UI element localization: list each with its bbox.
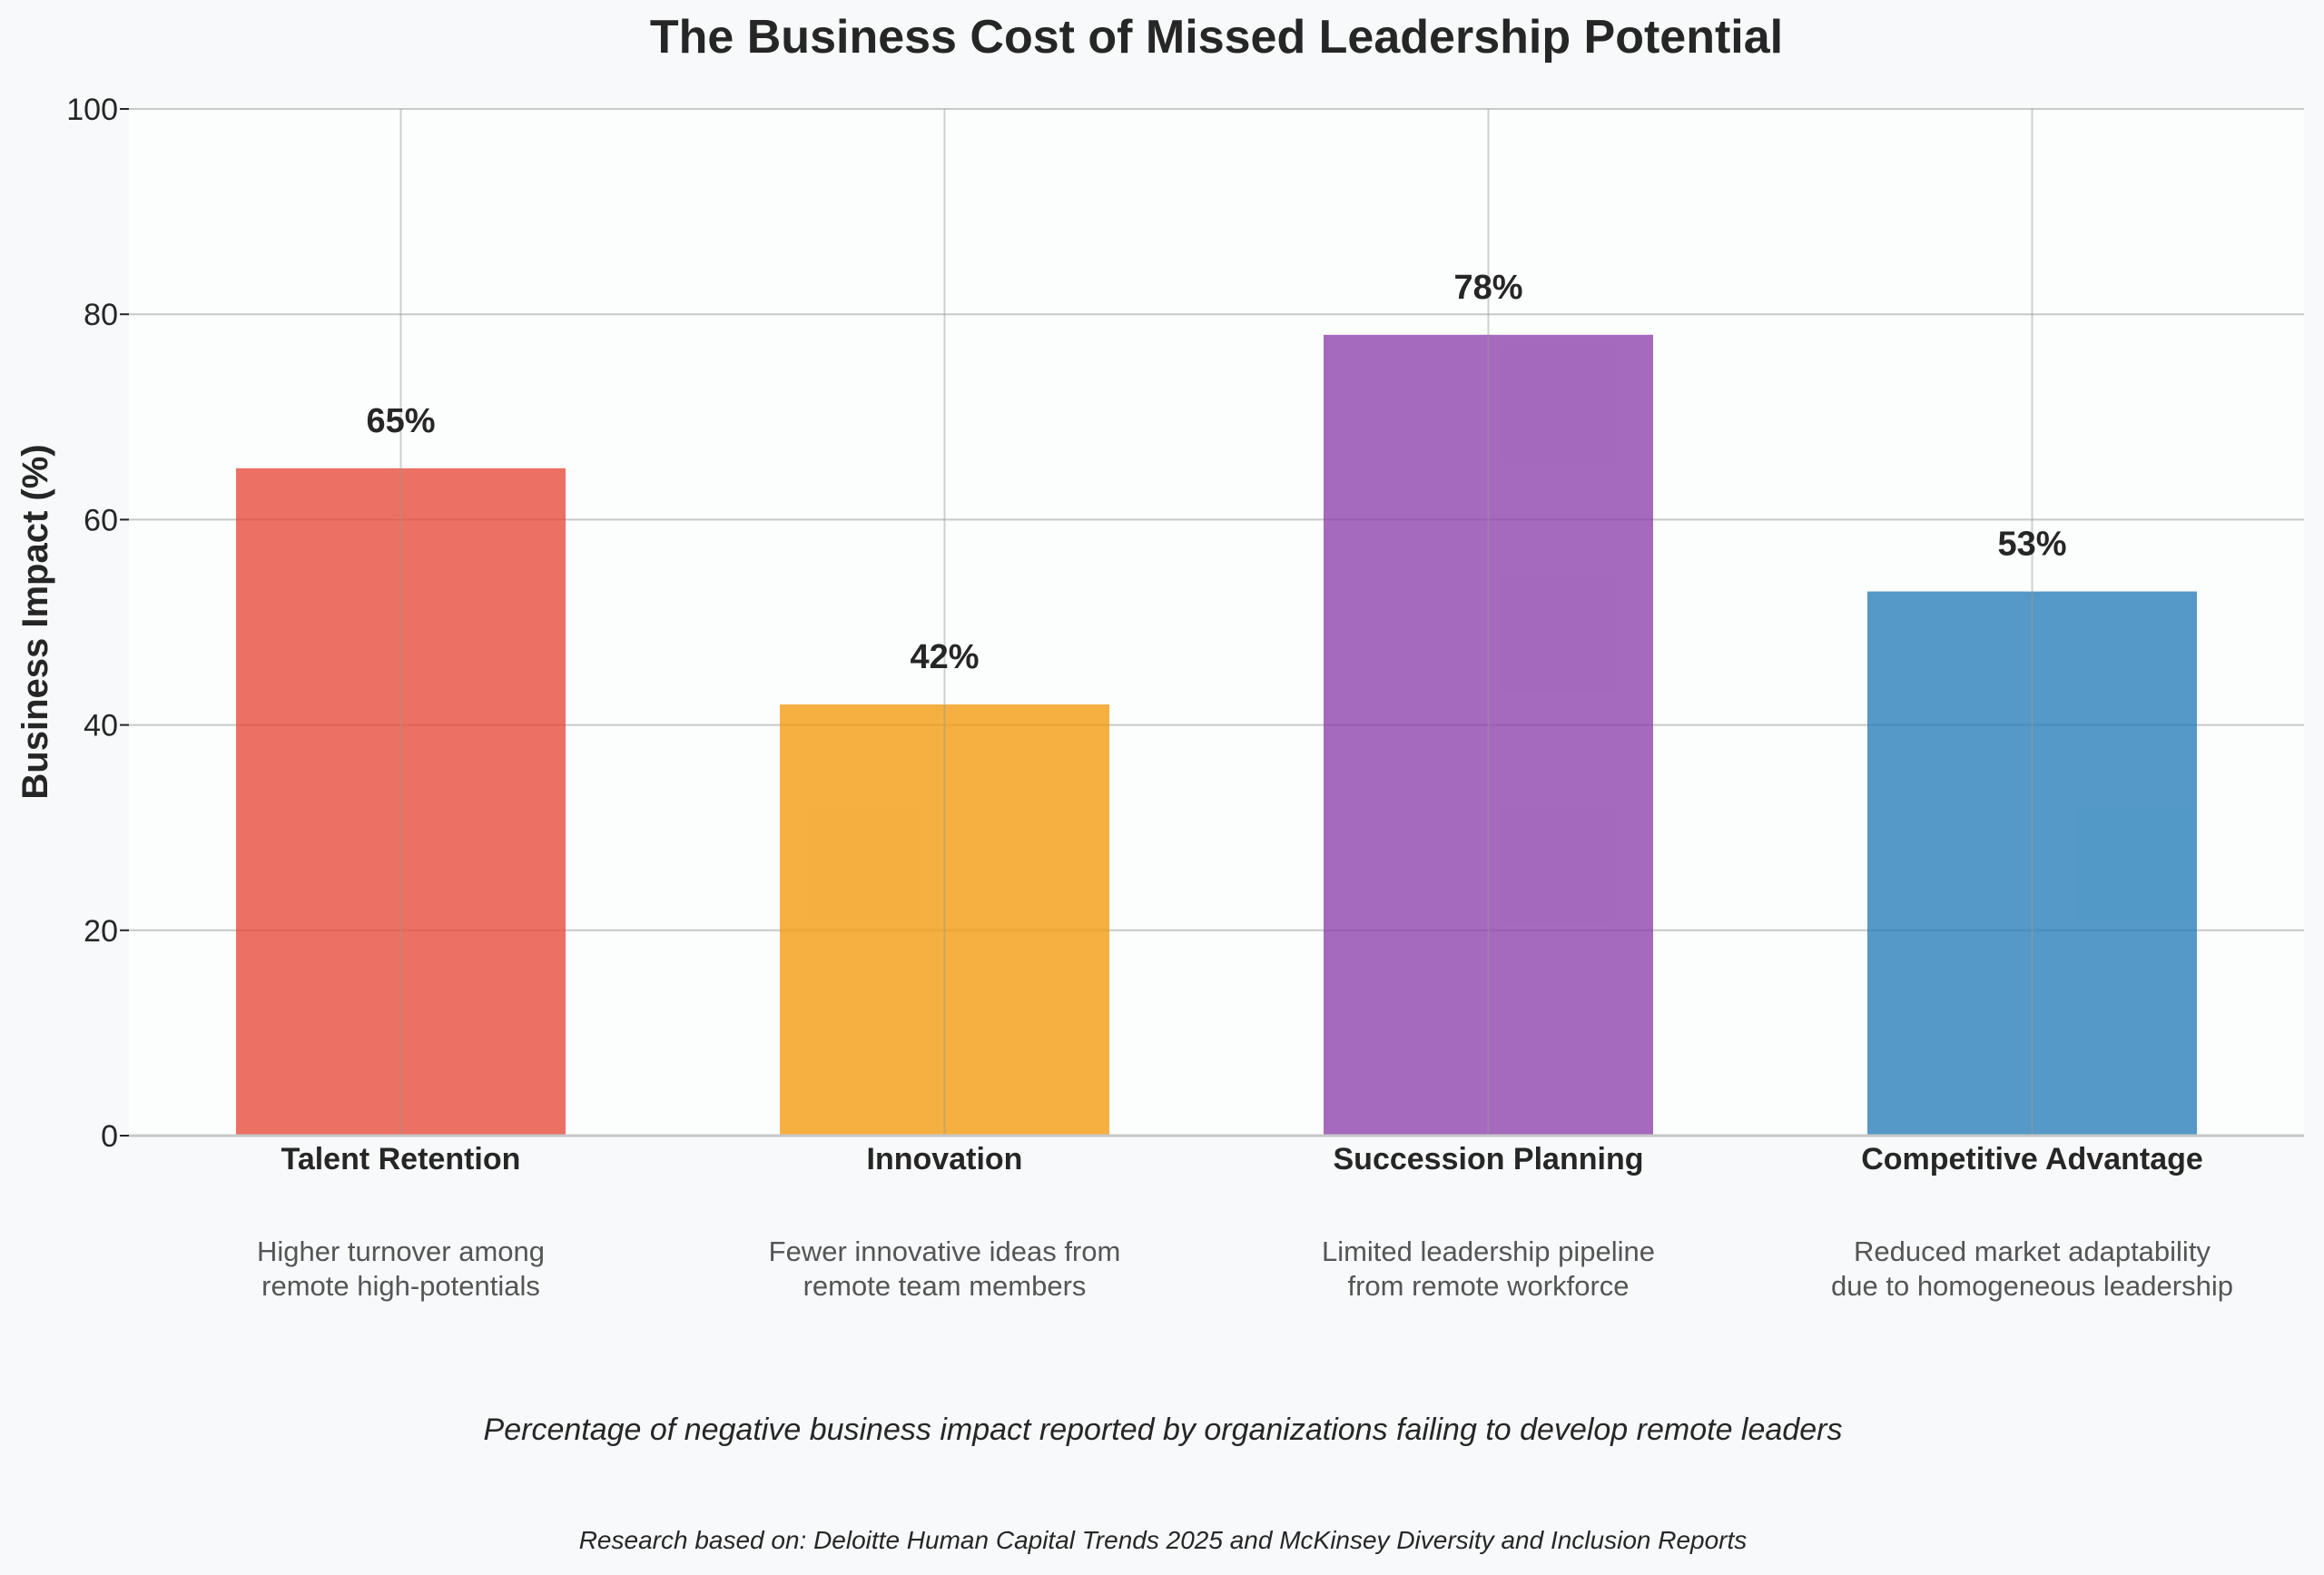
y-axis-label: Business Impact (%) — [15, 444, 55, 799]
x-tick-label: Innovation — [867, 1142, 1023, 1176]
category-description: from remote workforce — [1347, 1270, 1629, 1302]
bar-competitive-advantage — [1867, 591, 2197, 1136]
x-tick-label: Competitive Advantage — [1861, 1142, 2203, 1176]
category-description: remote team members — [803, 1270, 1087, 1302]
category-description: Limited leadership pipeline — [1322, 1235, 1655, 1267]
chart-subtitle: Percentage of negative business impact r… — [484, 1413, 1843, 1447]
axes — [120, 108, 2304, 1137]
bar-succession-planning — [1324, 334, 1653, 1136]
x-tick-label: Succession Planning — [1334, 1142, 1644, 1176]
chart-title: The Business Cost of Missed Leadership P… — [650, 11, 1783, 64]
y-tick-label: 60 — [84, 503, 118, 537]
y-tick-label: 80 — [84, 298, 118, 332]
bar-value-label: 65% — [366, 402, 435, 440]
y-tick-label: 100 — [66, 93, 118, 127]
bar-value-label: 42% — [910, 638, 979, 676]
bar-value-label: 78% — [1453, 269, 1522, 307]
x-tick-label: Talent Retention — [281, 1142, 521, 1176]
bar-value-label: 53% — [1997, 526, 2066, 564]
y-tick-label: 20 — [84, 914, 118, 949]
bars — [236, 334, 2197, 1136]
bar-innovation — [780, 704, 1109, 1136]
category-description: Higher turnover among — [257, 1235, 545, 1267]
category-description: remote high-potentials — [261, 1270, 540, 1302]
category-description: Fewer innovative ideas from — [769, 1235, 1121, 1267]
labels: 0 20 40 60 80 100 65% Talent Retention Higher tu… — [66, 93, 2233, 1302]
chart-source: Research based on: Deloitte Human Capita… — [579, 1526, 1748, 1554]
bar-talent-retention — [236, 468, 566, 1136]
category-description: due to homogeneous leadership — [1831, 1270, 2233, 1302]
y-tick-label: 40 — [84, 709, 118, 743]
category-description: Reduced market adaptability — [1854, 1235, 2211, 1267]
y-tick-label: 0 — [101, 1119, 118, 1154]
